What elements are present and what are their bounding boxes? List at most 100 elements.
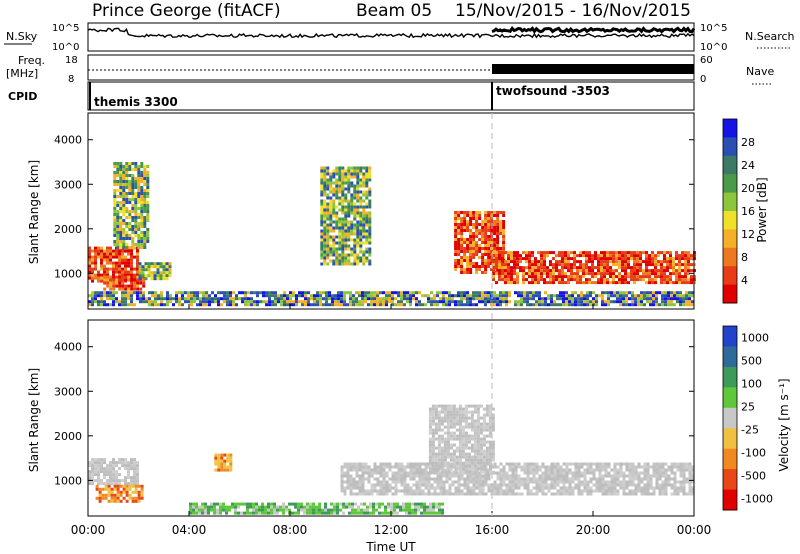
data-cell <box>115 264 118 268</box>
data-cell <box>670 300 673 304</box>
data-cell <box>504 275 507 279</box>
data-cell <box>565 462 569 466</box>
data-cell <box>432 505 435 509</box>
data-cell <box>496 232 500 235</box>
data-cell <box>412 471 416 475</box>
data-cell <box>332 220 336 224</box>
data-cell <box>552 251 555 255</box>
data-cell <box>373 300 376 304</box>
data-cell <box>297 502 300 506</box>
data-cell <box>529 294 532 298</box>
data-cell <box>131 174 135 177</box>
data-cell <box>131 183 135 186</box>
data-cell <box>457 247 461 250</box>
data-cell <box>196 297 199 301</box>
data-cell <box>513 272 516 276</box>
data-cell <box>355 300 358 304</box>
data-cell <box>140 177 144 180</box>
data-cell <box>487 217 491 220</box>
data-cell <box>181 294 184 298</box>
data-cell <box>137 493 141 497</box>
data-cell <box>510 257 513 261</box>
data-cell <box>168 274 172 278</box>
data-cell <box>134 225 138 228</box>
data-cell <box>112 291 115 295</box>
data-cell <box>228 508 231 512</box>
data-cell <box>250 291 253 295</box>
data-cell <box>125 246 129 249</box>
data-cell <box>146 213 150 216</box>
data-cell <box>130 249 133 253</box>
data-cell <box>88 273 91 277</box>
data-cell <box>519 266 522 270</box>
data-cell <box>522 275 525 279</box>
data-cell <box>482 434 486 438</box>
data-cell <box>373 477 377 481</box>
data-cell <box>343 492 347 496</box>
data-cell <box>648 260 651 264</box>
data-cell <box>481 294 484 298</box>
data-cell <box>597 266 600 270</box>
data-cell <box>606 266 609 270</box>
data-cell <box>634 474 638 478</box>
data-cell <box>115 479 118 483</box>
data-cell <box>472 241 476 244</box>
data-cell <box>122 487 126 491</box>
data-cell <box>418 480 422 484</box>
data-cell <box>122 171 126 174</box>
data-cell <box>141 271 145 275</box>
data-cell <box>97 482 100 486</box>
data-cell <box>691 492 695 496</box>
data-cell <box>379 462 383 466</box>
data-cell <box>156 262 160 266</box>
data-cell <box>460 492 464 496</box>
data-cell <box>352 468 356 472</box>
data-cell <box>154 291 157 295</box>
data-cell <box>91 303 94 307</box>
data-cell <box>598 477 602 481</box>
data-cell <box>579 254 582 258</box>
data-cell <box>526 294 529 298</box>
data-cell <box>603 260 606 264</box>
data-cell <box>353 250 357 254</box>
data-cell <box>234 505 237 509</box>
data-cell <box>435 502 438 506</box>
data-cell <box>655 465 659 469</box>
data-cell <box>94 458 97 462</box>
data-cell <box>528 263 531 267</box>
data-cell <box>255 502 258 506</box>
data-cell <box>654 281 657 285</box>
data-cell <box>541 492 545 496</box>
data-cell <box>600 254 603 258</box>
data-cell <box>475 220 479 223</box>
data-cell <box>646 477 650 481</box>
data-cell <box>122 177 126 180</box>
data-cell <box>160 300 163 304</box>
data-cell <box>433 480 437 484</box>
data-cell <box>411 508 414 512</box>
data-cell <box>112 297 115 301</box>
data-cell <box>496 300 499 304</box>
data-cell <box>455 413 459 417</box>
data-cell <box>478 291 481 295</box>
data-cell <box>358 486 362 490</box>
data-cell <box>526 303 529 307</box>
data-cell <box>340 465 344 469</box>
data-cell <box>684 263 687 267</box>
data-cell <box>470 419 474 423</box>
data-cell <box>603 266 606 270</box>
data-cell <box>329 196 333 200</box>
data-cell <box>243 511 246 515</box>
data-cell <box>113 180 117 183</box>
data-cell <box>157 294 160 298</box>
data-cell <box>615 275 618 279</box>
data-cell <box>365 259 369 263</box>
data-cell <box>461 440 465 444</box>
data-cell <box>594 281 597 285</box>
data-cell <box>229 459 233 463</box>
data-cell <box>452 443 456 447</box>
data-cell <box>639 275 642 279</box>
data-cell <box>130 264 133 268</box>
data-cell <box>502 294 505 298</box>
data-cell <box>359 220 363 224</box>
